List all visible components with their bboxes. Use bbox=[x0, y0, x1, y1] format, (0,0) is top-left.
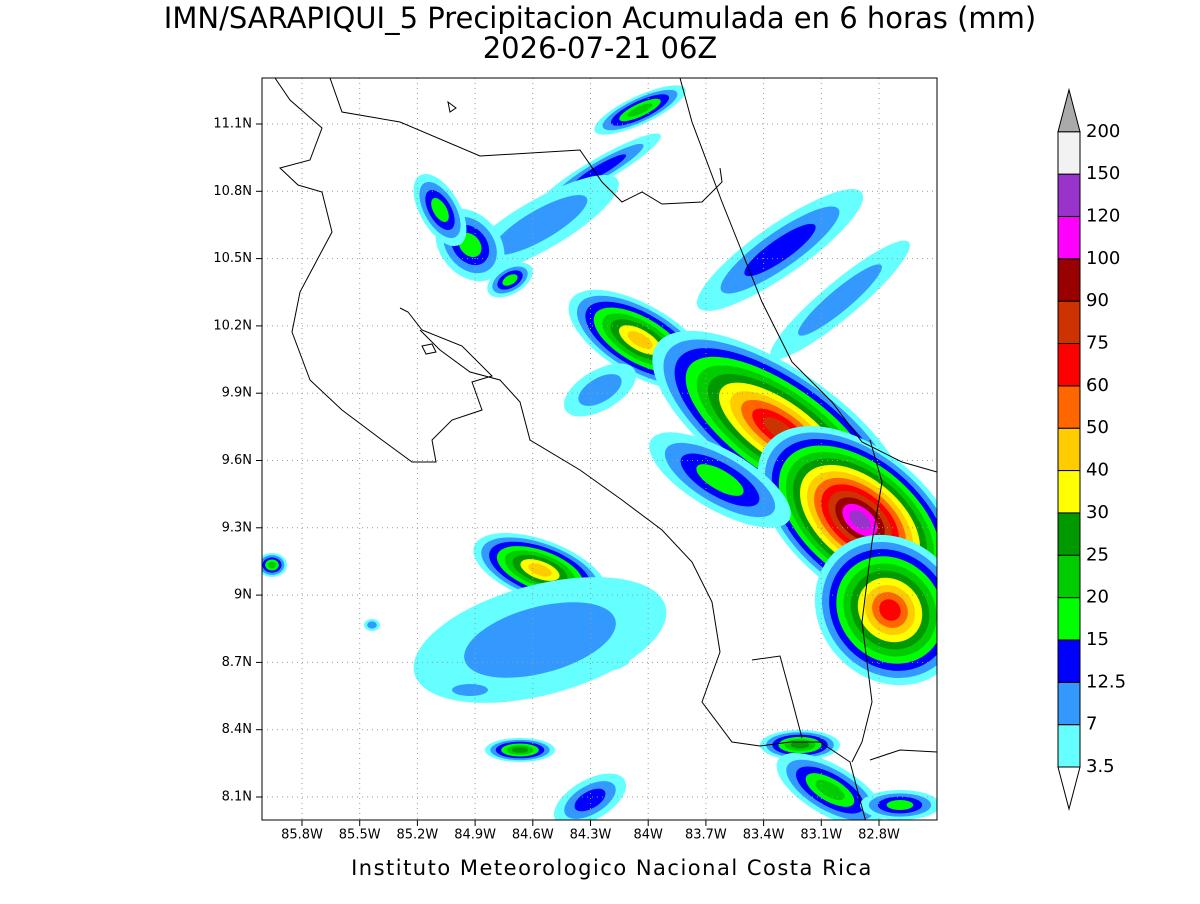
lat-label: 10.8N bbox=[213, 184, 252, 199]
island bbox=[421, 343, 437, 355]
colorbar-box bbox=[1057, 724, 1081, 768]
coastline bbox=[869, 749, 937, 761]
colorbar-box bbox=[1057, 554, 1081, 599]
lat-label: 9.6N bbox=[222, 453, 252, 468]
lon-label: 85.8W bbox=[281, 828, 323, 843]
precip-contour bbox=[464, 602, 616, 678]
lon-label: 85.2W bbox=[396, 828, 438, 843]
colorbar-label: 50 bbox=[1086, 417, 1109, 438]
precip-contour bbox=[744, 223, 816, 277]
lon-label: 84.3W bbox=[570, 828, 612, 843]
precip-contour bbox=[452, 684, 488, 696]
colorbar-box bbox=[1057, 681, 1081, 726]
lon-label: 82.8W bbox=[858, 828, 900, 843]
colorbar-label: 60 bbox=[1086, 375, 1109, 396]
island bbox=[447, 100, 457, 113]
colorbar-label: 12.5 bbox=[1086, 671, 1126, 692]
colorbar-box bbox=[1057, 597, 1081, 641]
colorbar-label: 15 bbox=[1086, 629, 1109, 650]
colorbar: 3.5 7 12.5 15 20 25 30 40 50 60 75 90 100 120 150 200 bbox=[1057, 87, 1126, 811]
coastline bbox=[679, 78, 937, 473]
lat-label: 10.2N bbox=[213, 318, 252, 333]
colorbar-box bbox=[1057, 131, 1081, 175]
lat-label: 11.1N bbox=[213, 117, 252, 132]
precip-contour bbox=[574, 788, 606, 812]
precip-contour bbox=[798, 264, 882, 336]
precip-contour bbox=[815, 779, 845, 801]
precip-contour bbox=[367, 621, 377, 629]
subtitle: 2026-07-21 06Z bbox=[483, 31, 718, 65]
colorbar-end bbox=[1057, 766, 1081, 811]
precipitation-field bbox=[262, 85, 937, 820]
map-frame bbox=[261, 77, 938, 821]
lat-label: 10.5N bbox=[213, 251, 252, 266]
colorbar-box bbox=[1057, 258, 1081, 302]
coastlines bbox=[274, 78, 937, 820]
colorbar-label: 150 bbox=[1086, 163, 1120, 184]
lon-label: 85.5W bbox=[339, 828, 381, 843]
coastline bbox=[419, 329, 866, 820]
precip-contour bbox=[492, 195, 588, 255]
coastline bbox=[329, 78, 723, 205]
colorbar-box bbox=[1057, 639, 1081, 683]
lat-label: 9.9N bbox=[222, 386, 252, 401]
precip-contour bbox=[627, 331, 653, 349]
axis-labels: 11.1N 10.8N 10.5N 10.2N 9.9N 9.6N 9.3N 9N 8.7N 8.… bbox=[213, 117, 900, 843]
lon-label: 84.9W bbox=[454, 828, 496, 843]
footer: Instituto Meteorologico Nacional Costa R… bbox=[351, 856, 873, 880]
colorbar-label: 90 bbox=[1086, 290, 1109, 311]
lat-label: 8.4N bbox=[222, 722, 252, 737]
lon-label: 84W bbox=[633, 828, 663, 843]
colorbar-box bbox=[1057, 300, 1081, 344]
colorbar-label: 7 bbox=[1086, 714, 1097, 735]
precip-contour bbox=[879, 599, 901, 621]
colorbar-label: 30 bbox=[1086, 502, 1109, 523]
lat-label: 8.7N bbox=[222, 655, 252, 670]
precip-contour bbox=[267, 561, 277, 569]
colorbar-label: 20 bbox=[1086, 587, 1109, 608]
coastline bbox=[751, 655, 803, 739]
precip-contour bbox=[502, 274, 518, 286]
precip-contour bbox=[790, 741, 810, 749]
colorbar-label: 3.5 bbox=[1086, 756, 1115, 777]
precip-contour bbox=[627, 103, 653, 117]
coastline bbox=[274, 78, 493, 463]
border bbox=[851, 439, 883, 763]
colorbar-label: 75 bbox=[1086, 333, 1109, 354]
precip-contour bbox=[696, 464, 744, 496]
precip-contour bbox=[849, 510, 871, 530]
lon-label: 83.7W bbox=[685, 828, 727, 843]
colorbar-label: 25 bbox=[1086, 544, 1109, 565]
colorbar-box bbox=[1057, 173, 1081, 217]
lat-label: 9.3N bbox=[222, 520, 252, 535]
colorbar-box bbox=[1057, 512, 1081, 556]
precip-contour bbox=[511, 747, 529, 753]
colorbar-box bbox=[1057, 427, 1081, 472]
title: IMN/SARAPIQUI_5 Precipitacion Acumulada … bbox=[164, 1, 1036, 35]
colorbar-label: 100 bbox=[1086, 248, 1120, 269]
lon-label: 83.4W bbox=[743, 828, 785, 843]
colorbar-end bbox=[1057, 87, 1081, 133]
colorbar-box bbox=[1057, 385, 1081, 429]
lat-label: 8.1N bbox=[222, 790, 252, 805]
lon-label: 84.6W bbox=[512, 828, 554, 843]
colorbar-label: 40 bbox=[1086, 460, 1109, 481]
precip-contour bbox=[886, 800, 914, 810]
colorbar-label: 120 bbox=[1086, 205, 1120, 226]
precip-contour bbox=[431, 197, 449, 223]
colorbar-box bbox=[1057, 470, 1081, 514]
colorbar-box bbox=[1057, 343, 1081, 387]
colorbar-label: 200 bbox=[1086, 121, 1120, 142]
lat-label: 9N bbox=[234, 588, 252, 603]
precip-contour bbox=[528, 563, 552, 577]
colorbar-box bbox=[1057, 215, 1081, 260]
precip-contour bbox=[578, 374, 622, 406]
grid bbox=[262, 78, 937, 820]
lon-label: 83.1W bbox=[800, 828, 842, 843]
